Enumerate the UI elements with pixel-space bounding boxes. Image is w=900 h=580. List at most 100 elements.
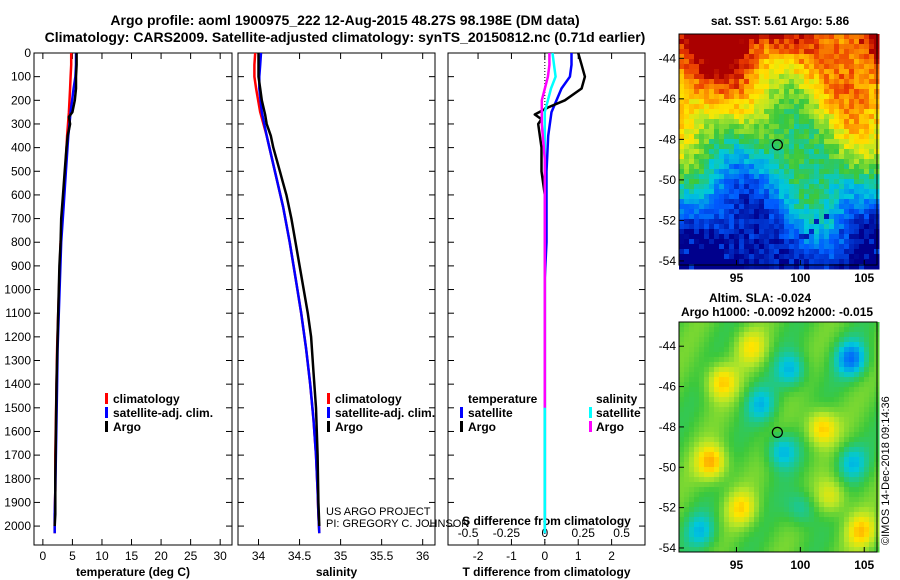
map-cell [729,249,735,255]
map-cell [854,487,860,493]
map-cell [819,124,825,130]
map-cell [729,447,735,453]
map-cell [699,149,705,155]
map-cell [854,239,860,245]
map-cell [714,219,720,225]
map-cell [839,492,845,498]
map-cell [824,229,830,235]
x2-tick-label: -0.25 [493,526,521,540]
map-cell [789,322,795,328]
map-cell [814,327,820,333]
map-cell [839,124,845,130]
map-cell [784,49,790,55]
map-cell [839,144,845,150]
map-cell [709,517,715,523]
map-cell [729,54,735,60]
map-cell [679,84,685,90]
map-cell [709,392,715,398]
map-cell [754,254,760,260]
map-cell [854,189,860,195]
map-cell [854,174,860,180]
map-cell [699,94,705,100]
map-cell [824,69,830,75]
map-cell [794,417,800,423]
map-cell [704,59,710,65]
map-cell [704,392,710,398]
map-cell [854,99,860,105]
map-cell [764,39,770,45]
map-cell [864,174,870,180]
map-cell [679,109,685,115]
map-cell [829,492,835,498]
map-cell [784,134,790,140]
map-cell [729,497,735,503]
map-cell [689,234,695,240]
map-cell [699,497,705,503]
map-cell [819,397,825,403]
map-cell [789,34,795,40]
map-cell [754,144,760,150]
map-cell [774,44,780,50]
map-cell [804,194,810,200]
map-cell [689,249,695,255]
map-cell [849,467,855,473]
map-cell [849,89,855,95]
map-cell [789,219,795,225]
map-cell [794,372,800,378]
map-cell [779,352,785,358]
map-cell [859,517,865,523]
map-cell [709,327,715,333]
map-cell [849,487,855,493]
map-cell [679,502,685,508]
map-cell [814,169,820,175]
map-cell [864,89,870,95]
map-cell [724,119,730,125]
map-cell [854,462,860,468]
map-cell [719,59,725,65]
map-cell [779,527,785,533]
map-cell [809,462,815,468]
map-cell [684,204,690,210]
map-cell [829,254,835,260]
map-cell [784,104,790,110]
map-cell [849,332,855,338]
map-cell [679,327,685,333]
map-cell [799,472,805,478]
map-cell [704,342,710,348]
map-cell [744,64,750,70]
map-cell [834,59,840,65]
map-cell [804,44,810,50]
map-cell [814,69,820,75]
map-cell [799,412,805,418]
map-cell [834,129,840,135]
map-cell [779,59,785,65]
map-cell [829,482,835,488]
map-cell [754,372,760,378]
map-cell [804,159,810,165]
map-cell [849,427,855,433]
map-cell [694,94,700,100]
map-cell [749,397,755,403]
map-cell [804,59,810,65]
map-cell [804,34,810,40]
map-cell [769,422,775,428]
map-cell [854,477,860,483]
map-cell [824,417,830,423]
map-cell [769,144,775,150]
map-cell [714,427,720,433]
map-cell [764,482,770,488]
map-cell [859,437,865,443]
map-cell [839,49,845,55]
map-cell [779,477,785,483]
map-cell [774,472,780,478]
map-cell [719,224,725,230]
map-cell [774,492,780,498]
map-cell [684,407,690,413]
map-cell [829,507,835,513]
map-cell [799,249,805,255]
map-cell [799,332,805,338]
map-cell [864,362,870,368]
map-cell [754,164,760,170]
map-cell [784,447,790,453]
map-cell [789,407,795,413]
